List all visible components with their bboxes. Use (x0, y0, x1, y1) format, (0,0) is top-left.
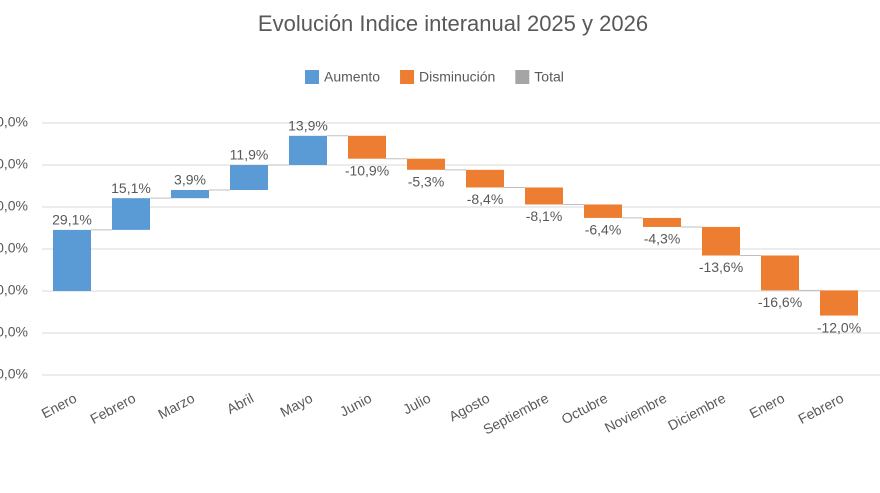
y-tick-label: -20,0% (0, 324, 28, 340)
x-tick-label: Noviembre (602, 390, 669, 436)
data-label: 11,9% (230, 147, 269, 163)
x-tick-label: Enero (747, 390, 788, 422)
y-tick-label: -40,0% (0, 366, 28, 382)
data-label: 3,9% (174, 172, 206, 188)
bar (820, 290, 858, 316)
legend-label: Disminución (419, 69, 495, 85)
legend-swatch (515, 70, 530, 84)
bar (643, 217, 681, 227)
y-tick-label: 40,0% (0, 198, 28, 214)
y-tick-label: 60,0% (0, 156, 28, 172)
data-label: -10,9% (345, 162, 389, 178)
x-tick-label: Agosto (446, 390, 492, 425)
bar (53, 229, 91, 291)
x-tick-label: Febrero (795, 390, 846, 427)
data-label: -16,6% (758, 294, 802, 310)
bar (348, 135, 386, 159)
x-tick-label: Septiembre (480, 390, 551, 438)
data-label: -5,3% (408, 174, 445, 190)
chart-title: Evolución Indice interanual 2025 y 2026 (258, 11, 648, 36)
data-label: -13,6% (699, 259, 743, 275)
bar (525, 187, 563, 205)
data-label: 29,1% (52, 212, 92, 228)
x-tick-label: Junio (337, 390, 374, 420)
bar (584, 204, 622, 218)
data-label: -4,3% (644, 231, 681, 247)
legend-label: Total (534, 69, 564, 85)
y-tick-label: 20,0% (0, 240, 28, 256)
data-label: -8,4% (467, 191, 504, 207)
bar (289, 135, 327, 165)
y-tick-label: 0,0% (0, 282, 28, 298)
bar (171, 189, 209, 199)
x-tick-label: Mayo (277, 390, 315, 420)
data-label: -8,1% (526, 208, 563, 224)
x-tick-label: Enero (39, 390, 80, 422)
bar (761, 255, 799, 291)
x-tick-label: Abril (224, 390, 256, 417)
bar (230, 165, 268, 190)
bar (466, 169, 504, 188)
bar (407, 158, 445, 170)
x-tick-label: Febrero (87, 390, 138, 427)
bar (702, 226, 740, 256)
legend-swatch (400, 70, 415, 84)
data-label: 15,1% (111, 180, 151, 196)
bar (112, 198, 150, 230)
legend-swatch (305, 70, 319, 84)
data-label: -12,0% (817, 319, 861, 335)
x-tick-label: Marzo (155, 390, 197, 422)
data-label: -6,4% (585, 222, 622, 238)
x-tick-label: Julio (400, 390, 433, 418)
data-label: 13,9% (288, 118, 328, 134)
x-tick-label: Diciembre (665, 390, 728, 434)
y-tick-label: 80,0% (0, 114, 28, 130)
legend-label: Aumento (324, 69, 380, 85)
